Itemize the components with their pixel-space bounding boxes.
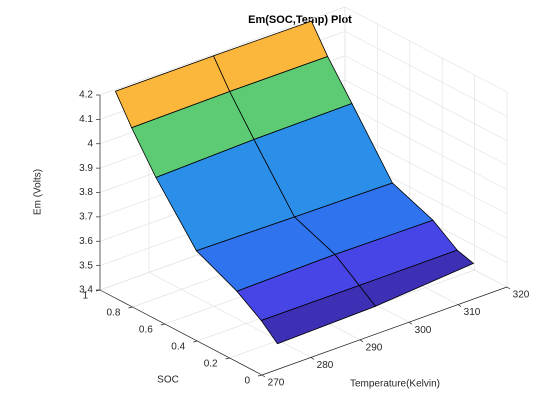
z-tick-label: 3.5 [79,260,93,271]
grid-line [344,104,508,190]
z-tick-label: 4.1 [79,114,93,125]
x-tick [506,286,511,290]
z-tick-label: 3.4 [79,285,93,296]
grid-line [344,31,508,117]
y-tick [193,340,198,343]
y-axis-label: SOC [157,375,179,386]
y-tick-label: 1 [82,291,88,302]
y-tick [257,374,263,377]
z-tick-label: 4.2 [79,90,93,101]
surface-face [260,284,377,345]
y-tick-label: 0 [244,376,250,387]
grid-line [99,6,346,96]
z-tick-label: 3.7 [79,212,93,223]
z-tick-label: 3.9 [79,163,93,174]
chart-title: Em(SOC,Temp) Plot [248,14,352,26]
y-tick [225,357,230,360]
x-tick [457,304,462,307]
x-tick-label: 280 [317,360,334,371]
y-axis [99,289,263,376]
x-tick-label: 300 [415,325,432,336]
z-tick-label: 3.6 [79,236,93,247]
y-tick-label: 0.8 [106,308,120,319]
y-tick-label: 0.2 [204,359,218,370]
z-tick-label: 3.8 [79,187,93,198]
grid-line [148,272,312,358]
grid-line [344,6,508,93]
x-tick [408,321,413,325]
x-tick-label: 320 [513,290,530,301]
y-tick-label: 0.4 [171,342,185,353]
grid-line [344,79,508,166]
y-tick [160,323,165,326]
x-tick [310,357,315,360]
x-tick-label: 270 [268,378,285,389]
y-tick-label: 0.6 [139,325,153,336]
z-tick-label: 4 [87,138,93,149]
grid-line [344,55,508,142]
x-axis-label: Temperature(Kelvin) [350,379,440,390]
z-axis-label: Em (Volts) [33,169,44,215]
x-tick [359,339,364,343]
x-tick-label: 310 [464,307,481,318]
y-tick [128,306,133,309]
x-tick [261,374,266,378]
x-axis [261,286,508,376]
x-tick-label: 290 [366,342,383,353]
